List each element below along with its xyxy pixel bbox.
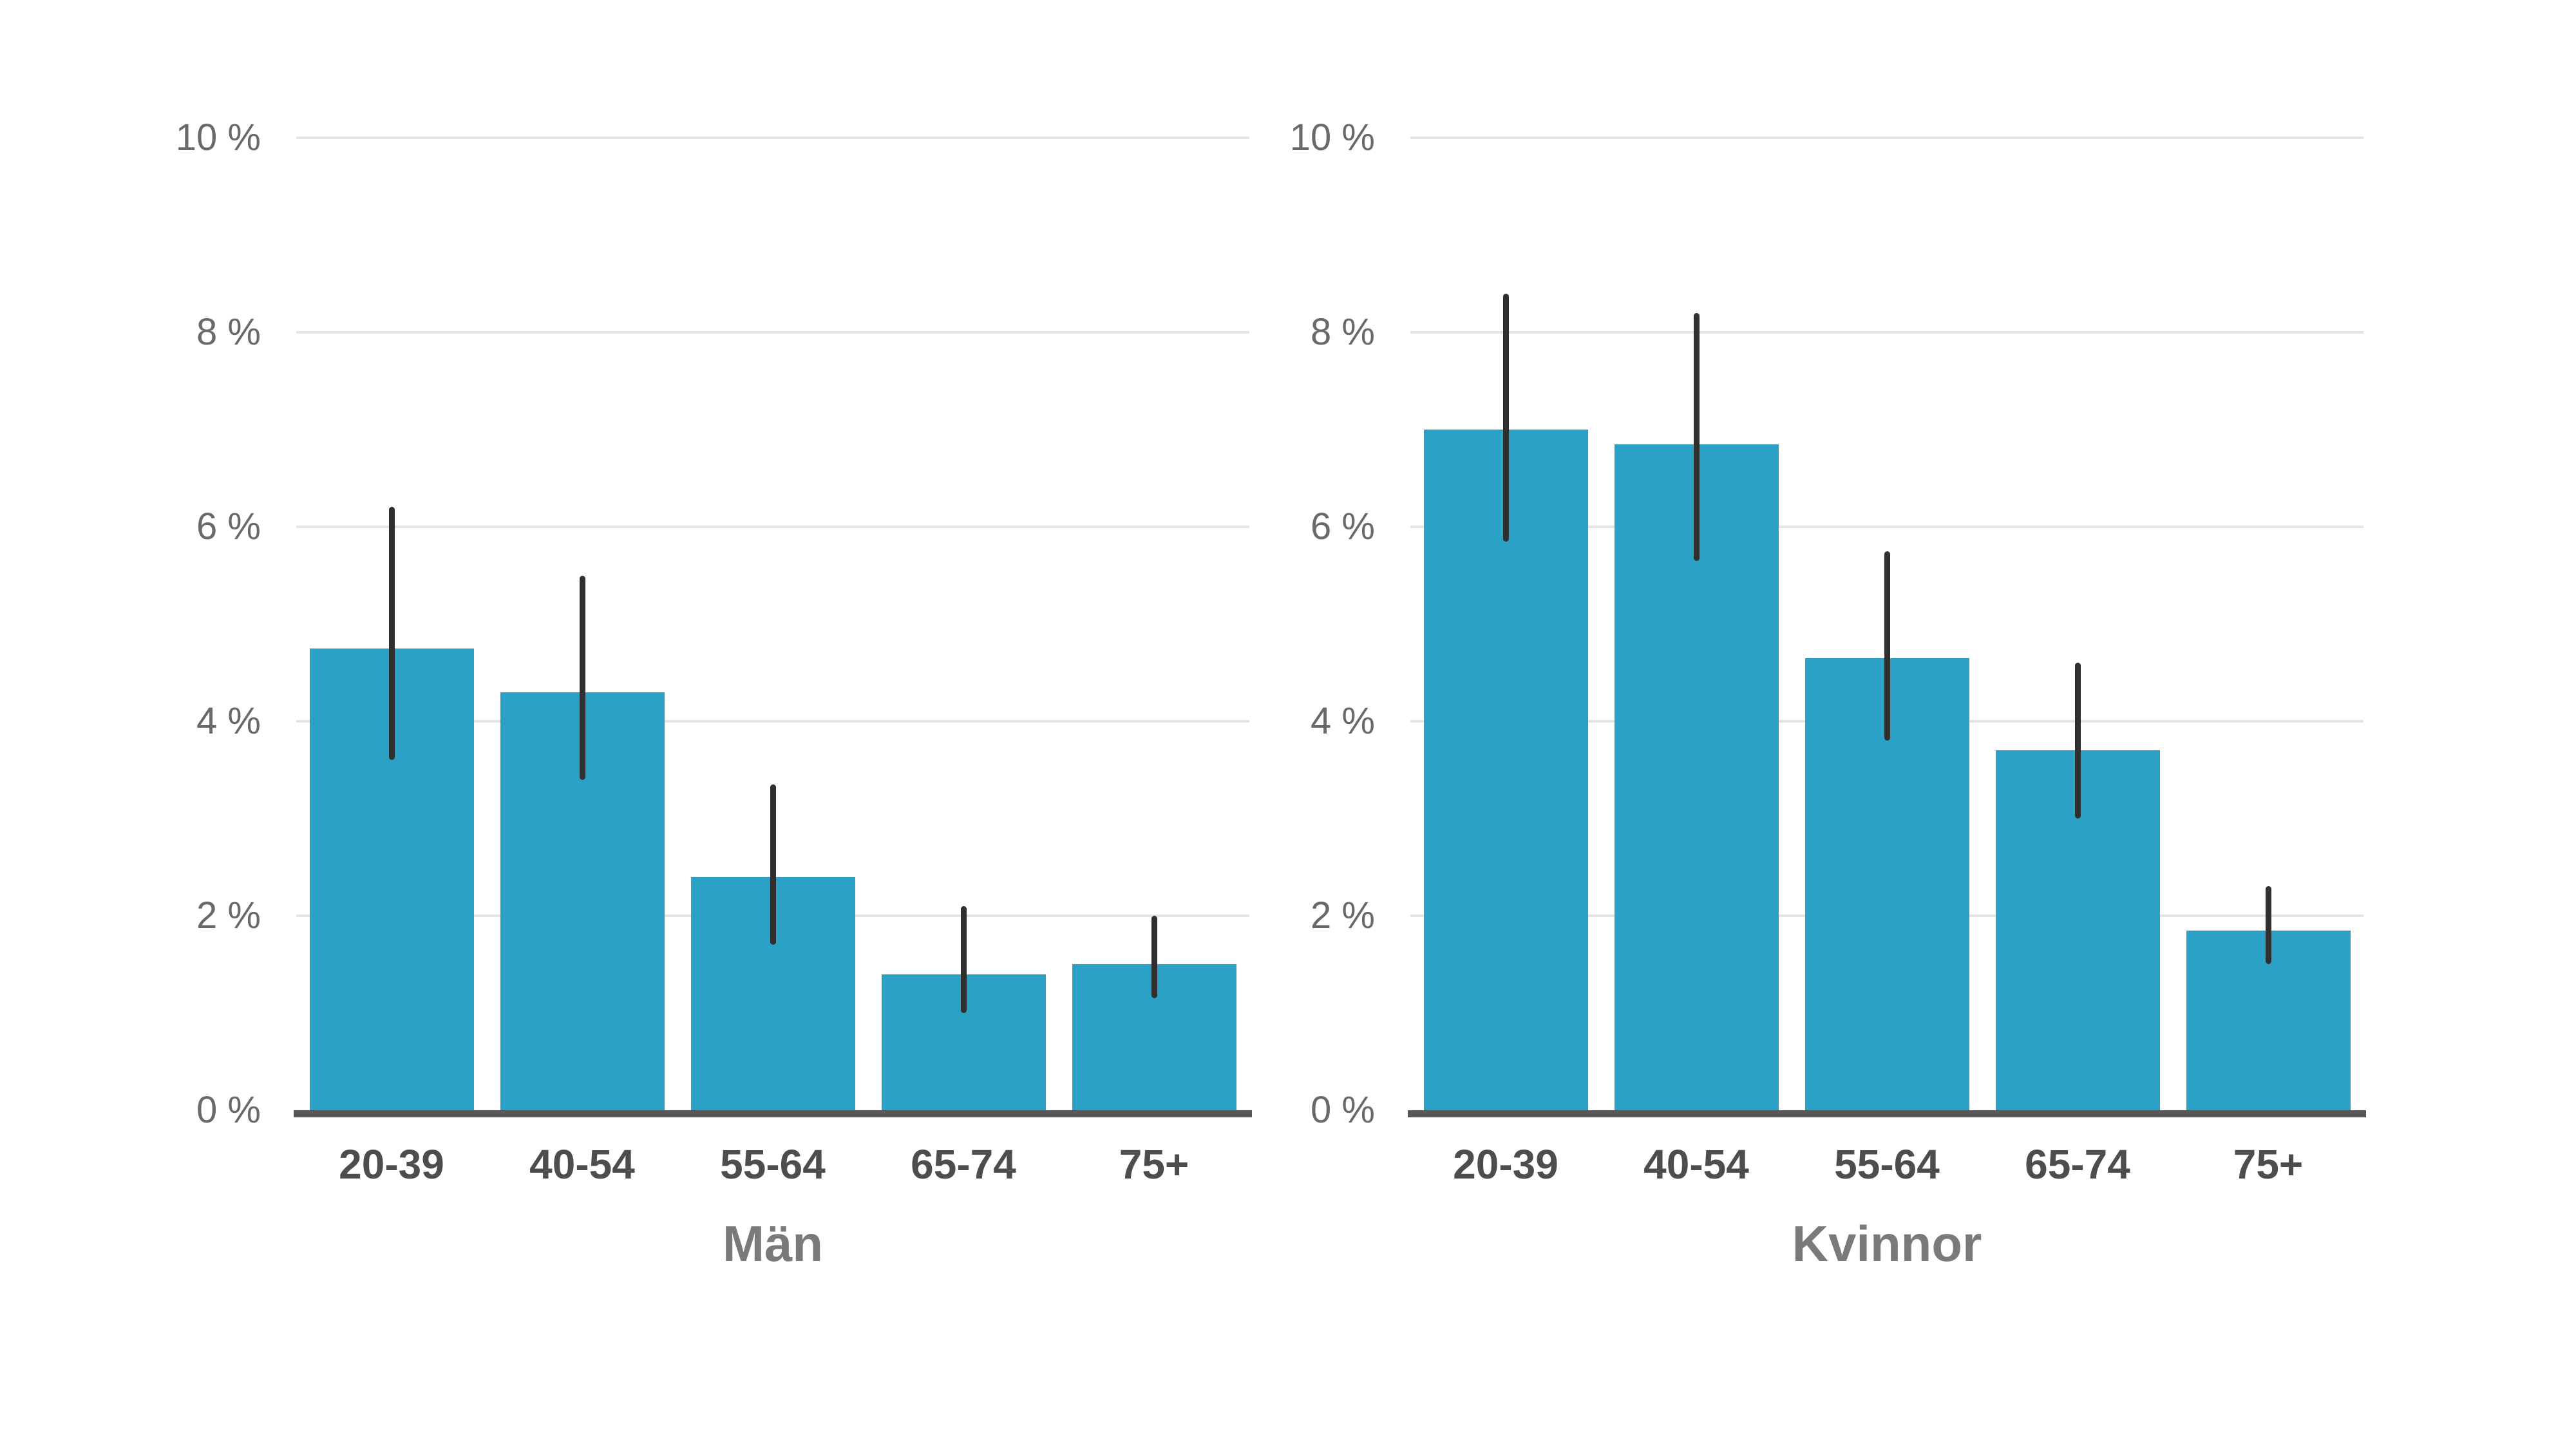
bar-20-39 [1424,430,1588,1110]
x-tick-label-55-64: 55-64 [1834,1141,1940,1188]
plot-area-men: 0 % 2 % 4 % 6 % 8 % 10 % [176,119,1252,1129]
x-tick-label-75+: 75+ [1119,1141,1189,1188]
gridline-8pct [1410,331,2363,334]
x-axis-line [1408,1110,2366,1117]
x-tick-label-20-39: 20-39 [339,1141,444,1188]
y-tick-label-6pct: 6 % [1311,506,1375,547]
plot-area-women: 0 % 2 % 4 % 6 % 8 % 10 % [1290,119,2366,1129]
y-tick-label-4pct: 4 % [1311,700,1375,742]
y-tick-label-0pct: 0 % [196,1089,261,1131]
error-bar-65-74 [2075,663,2081,819]
gridline-6pct [1410,526,2363,528]
chart-women: 0 % 2 % 4 % 6 % 8 % 10 % 20-39 40-54 55-64 65-74… [1290,119,2366,1269]
y-tick-label-2pct: 2 % [1311,895,1375,936]
chart-title-women: Kvinnor [1792,1215,1982,1272]
error-bar-65-74 [961,906,967,1013]
gridline-6pct [296,526,1249,528]
gridline-10pct [296,137,1249,139]
error-bar-20-39 [389,507,395,760]
error-bar-75+ [2266,886,2271,964]
gridline-8pct [296,331,1249,334]
y-tick-label-8pct: 8 % [196,311,261,353]
x-axis-men: 20-39 40-54 55-64 65-74 75+ [296,1144,1249,1185]
error-bar-40-54 [580,576,585,780]
y-tick-label-6pct: 6 % [196,506,261,547]
x-tick-label-40-54: 40-54 [529,1141,635,1188]
x-tick-label-65-74: 65-74 [2025,1141,2130,1188]
gridline-4pct [296,720,1249,723]
chart-title-men: Män [723,1215,823,1272]
y-tick-label-4pct: 4 % [196,700,261,742]
y-tick-label-10pct: 10 % [1289,117,1375,158]
y-tick-label-2pct: 2 % [196,895,261,936]
chart-men: 0 % 2 % 4 % 6 % 8 % 10 % 20-39 40-54 55-64 65-74… [176,119,1252,1269]
error-bar-75+ [1151,916,1157,998]
x-tick-label-55-64: 55-64 [720,1141,826,1188]
x-tick-label-20-39: 20-39 [1453,1141,1558,1188]
error-bar-40-54 [1694,313,1700,561]
x-tick-label-65-74: 65-74 [911,1141,1016,1188]
x-tick-label-75+: 75+ [2233,1141,2304,1188]
x-tick-label-40-54: 40-54 [1643,1141,1749,1188]
y-tick-label-8pct: 8 % [1311,311,1375,353]
x-axis-women: 20-39 40-54 55-64 65-74 75+ [1410,1144,2363,1185]
x-axis-line [294,1110,1252,1117]
y-tick-label-10pct: 10 % [175,117,261,158]
error-bar-55-64 [1884,551,1890,741]
error-bar-55-64 [770,784,776,945]
error-bar-20-39 [1503,294,1509,542]
gridline-10pct [1410,137,2363,139]
y-tick-label-0pct: 0 % [1311,1089,1375,1131]
